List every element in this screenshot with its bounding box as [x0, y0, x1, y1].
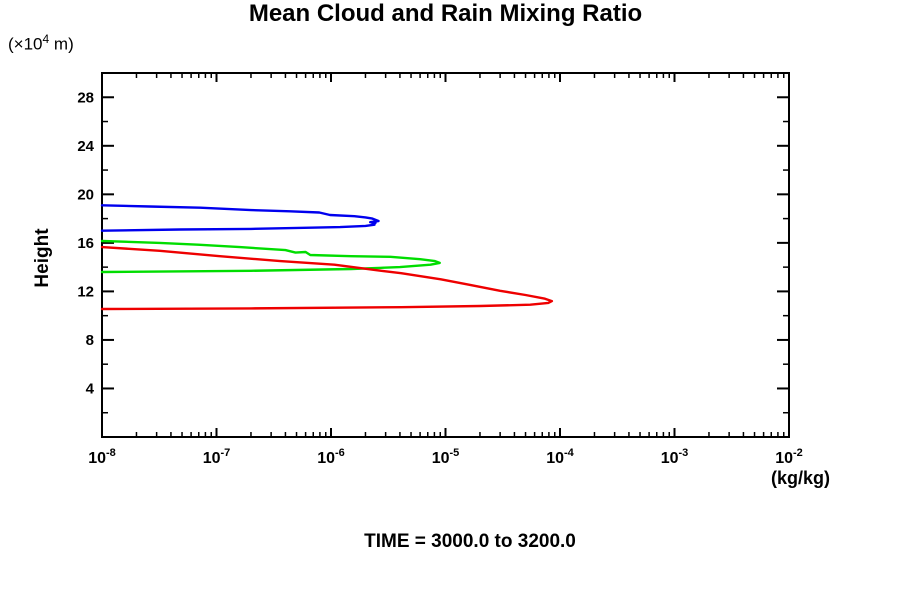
y-axis-unit-label: (×104 m) [8, 32, 74, 55]
x-tick-label: 10-8 [88, 447, 116, 467]
y-tick-label: 20 [77, 186, 94, 203]
x-tick-label: 10-3 [661, 447, 689, 467]
y-tick-label: 12 [77, 283, 94, 300]
y-unit-exponent: 4 [42, 32, 50, 46]
series-line-red [100, 245, 554, 311]
x-axis-unit-label: (kg/kg) [770, 468, 830, 488]
series-line-blue [100, 204, 380, 232]
x-tick-label: 10-6 [317, 447, 345, 467]
y-unit-prefix: (×10 [8, 34, 43, 54]
y-unit-suffix: m) [49, 34, 74, 54]
x-tick-label: 10-7 [203, 447, 231, 467]
y-tick-label: 4 [86, 380, 95, 397]
y-tick-label: 28 [77, 89, 94, 106]
y-tick-label: 16 [77, 235, 94, 252]
y-tick-label: 8 [86, 332, 94, 349]
series-line-green [100, 239, 441, 274]
x-tick-label: 10-2 [775, 447, 803, 467]
chart-title: Mean Cloud and Rain Mixing Ratio [248, 0, 643, 27]
time-caption: TIME = 3000.0 to 3200.0 [364, 531, 576, 552]
x-tick-label: 10-5 [432, 447, 460, 467]
y-tick-label: 24 [77, 138, 94, 155]
x-tick-label: 10-4 [546, 447, 574, 467]
